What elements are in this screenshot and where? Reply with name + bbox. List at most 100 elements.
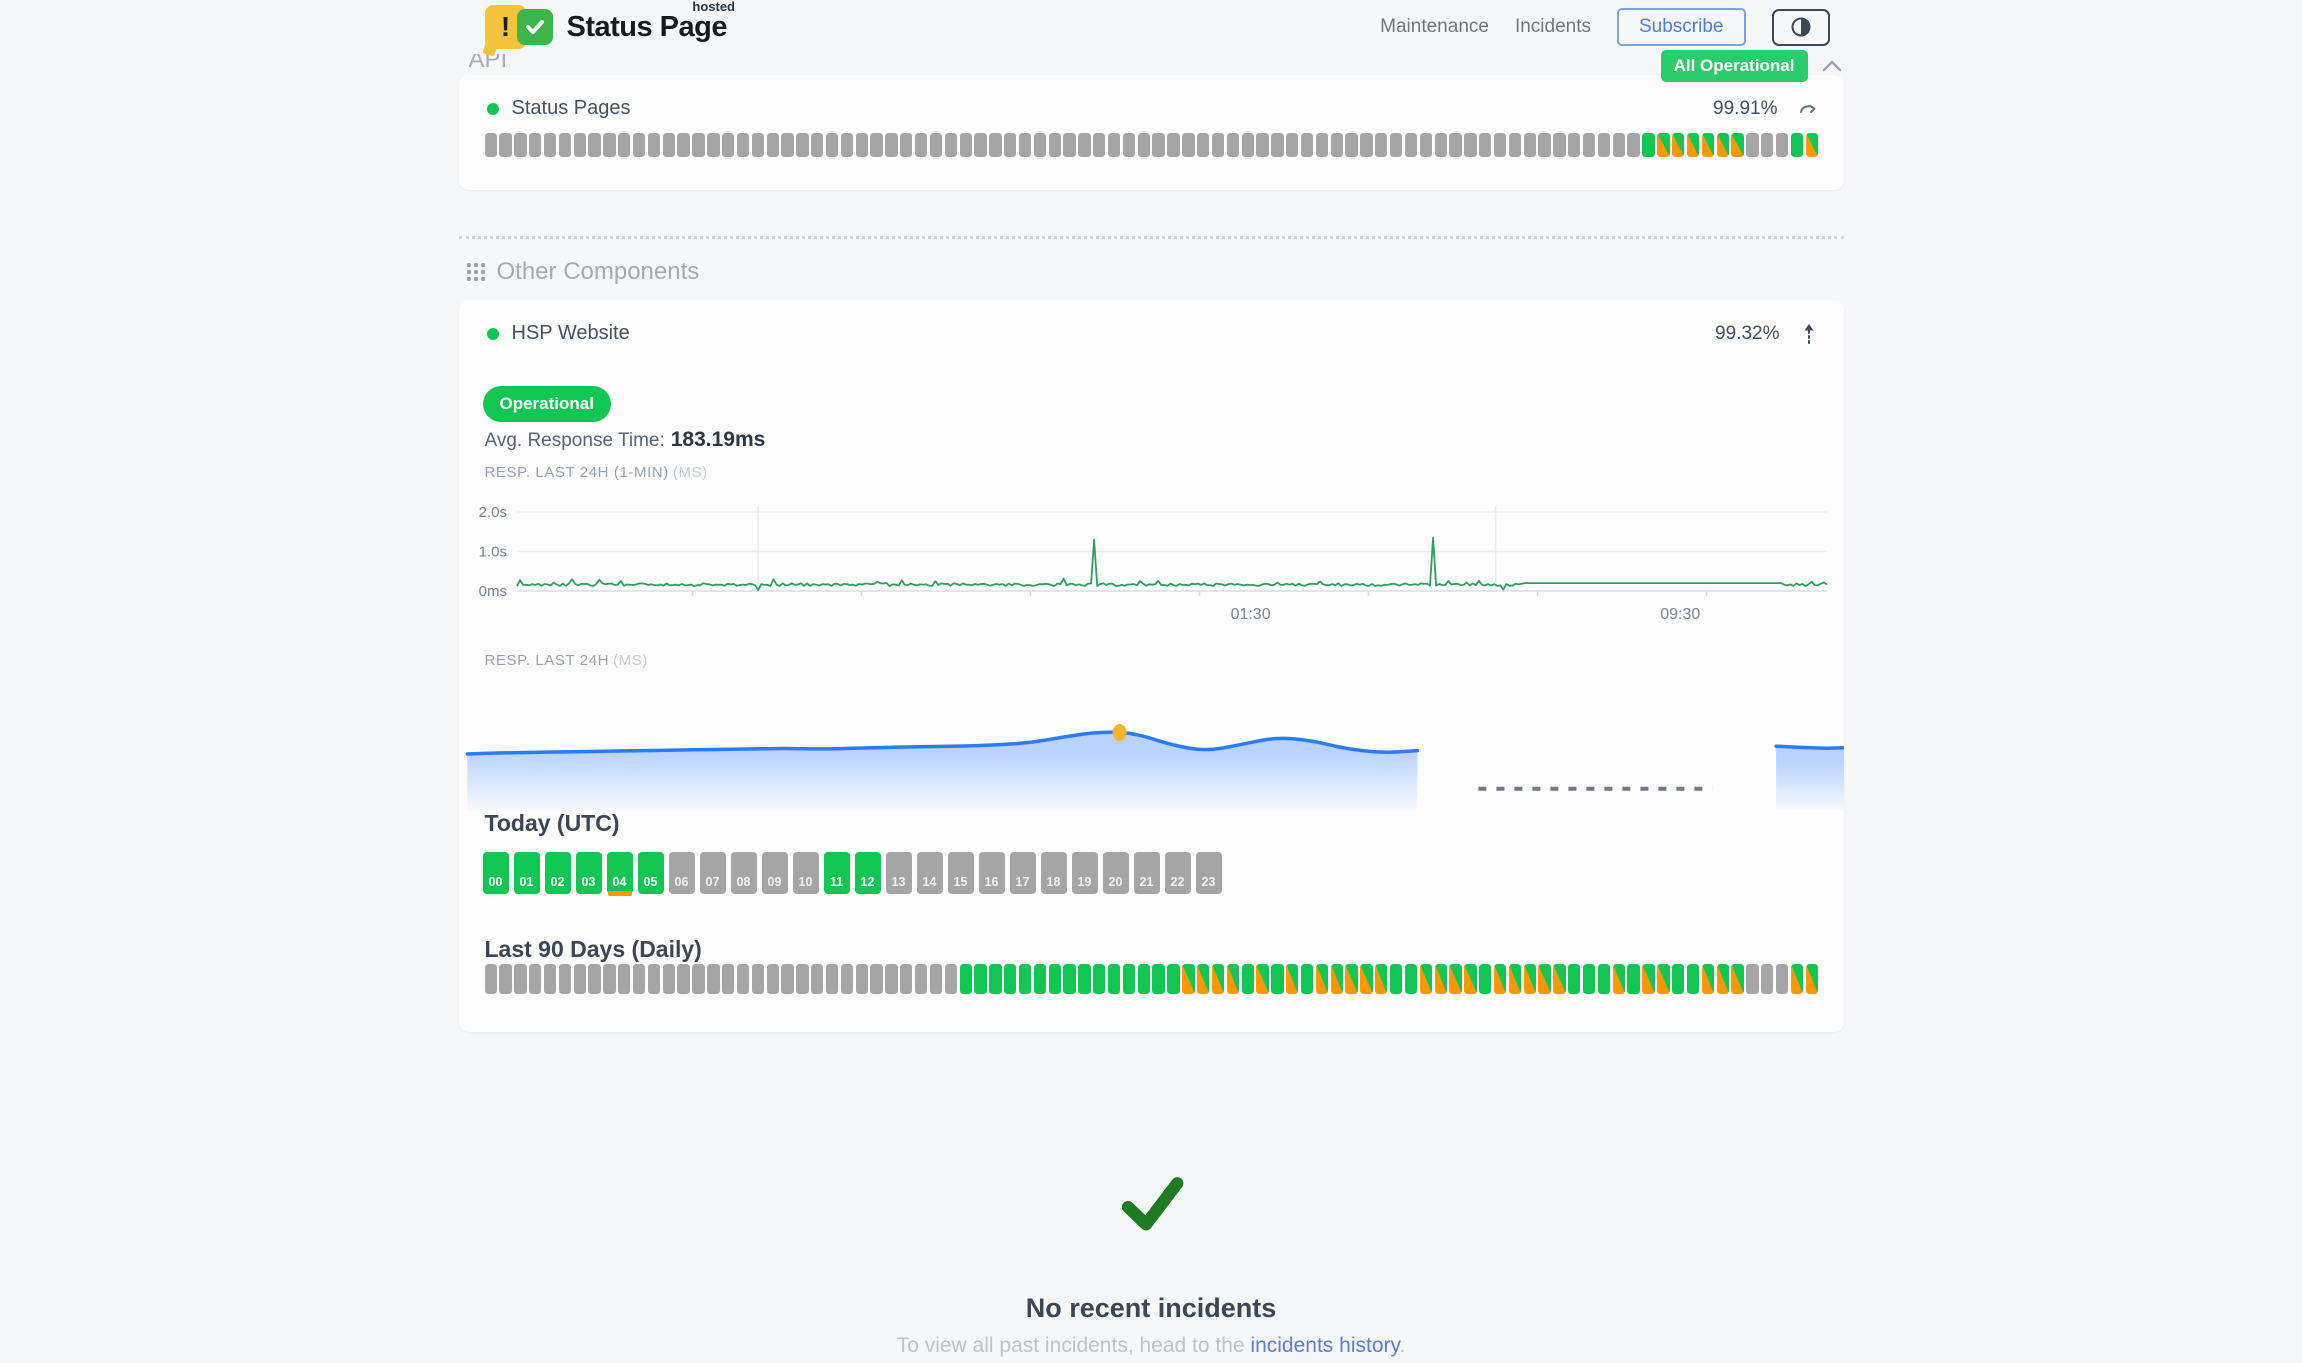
response-time-1min-chart: 2.0s 1.0s 0ms 01:30 09:30 xyxy=(459,496,1844,626)
uptime-bar xyxy=(543,133,557,157)
uptime-bar xyxy=(1419,964,1432,994)
svg-text:0ms: 0ms xyxy=(478,583,506,600)
uptime-bar xyxy=(1048,133,1061,157)
uptime-bar xyxy=(974,964,987,994)
uptime-bar xyxy=(529,133,542,157)
logo-exclamation: ! xyxy=(500,11,511,42)
avg-response-time: Avg. Response Time: 183.19ms xyxy=(485,428,766,452)
uptime-bar xyxy=(1449,964,1462,994)
uptime-bar xyxy=(1642,964,1655,994)
nav-maintenance[interactable]: Maintenance xyxy=(1380,16,1489,37)
uptime-bar xyxy=(529,964,542,994)
uptime-bar xyxy=(1582,133,1596,157)
uptime-bar xyxy=(1182,964,1195,994)
avg-response-label: Avg. Response Time: xyxy=(484,430,665,451)
hsp-website-card: HSP Website 99.32% Operational Avg. Resp… xyxy=(458,300,1844,1032)
uptime-bar xyxy=(959,133,972,157)
uptime-bar xyxy=(1612,133,1625,157)
uptime-bar xyxy=(1226,964,1240,994)
brand-logo[interactable]: ! Status Page hosted xyxy=(484,0,735,49)
hour-block-13: 13 xyxy=(885,852,912,894)
chart-marker-dot xyxy=(1112,724,1127,742)
hour-block-16: 16 xyxy=(978,852,1005,894)
uptime-bar xyxy=(632,964,646,994)
no-incidents-section: No recent incidents To view all past inc… xyxy=(459,1162,1844,1358)
uptime-bar xyxy=(1701,133,1715,157)
uptime-bar xyxy=(1345,964,1358,994)
uptime-bar xyxy=(1271,964,1284,994)
uptime-bar xyxy=(677,964,690,994)
avg-response-value: 183.19ms xyxy=(670,428,766,451)
hour-block-03: 03 xyxy=(575,852,602,894)
uptime-bar xyxy=(1731,133,1744,157)
uptime-bar xyxy=(914,133,928,157)
uptime-bar xyxy=(1775,133,1789,157)
status-dot-operational xyxy=(486,102,499,115)
uptime-bar xyxy=(885,133,898,157)
today-hour-blocks: 00 01 02 03 04 05 06 07 08 09 10 11 12 13 14 15 16 17 18 19… xyxy=(482,852,1222,896)
uptime-bar xyxy=(1404,964,1418,994)
uptime-bar xyxy=(944,133,957,157)
uptime-bar xyxy=(484,133,497,157)
dashed-separator xyxy=(458,236,1844,239)
uptime-bar xyxy=(1241,133,1254,157)
component-name: Status Pages xyxy=(511,97,631,119)
uptime-bar xyxy=(662,964,675,994)
uptime-bar xyxy=(1360,964,1373,994)
section-title-other-components: Other Components xyxy=(496,258,700,285)
uptime-bar xyxy=(870,133,883,157)
uptime-bar xyxy=(914,964,928,994)
hour-block-15: 15 xyxy=(947,852,974,894)
hour-block-23: 23 xyxy=(1195,852,1222,894)
uptime-bar xyxy=(840,964,854,994)
uptime-bar xyxy=(1642,133,1655,157)
uptime-bar xyxy=(588,133,601,157)
uptime-bar xyxy=(781,964,794,994)
uptime-bar xyxy=(1627,133,1640,157)
uptime-bar xyxy=(1004,964,1017,994)
uptime-bar xyxy=(1775,964,1789,994)
uptime-bar xyxy=(1672,964,1685,994)
uptime-bar xyxy=(499,133,512,157)
subscribe-button[interactable]: Subscribe xyxy=(1617,8,1746,46)
brand-superscript: hosted xyxy=(692,0,735,14)
uptime-bar xyxy=(811,964,824,994)
uptime-bar xyxy=(1568,964,1581,994)
refresh-icon[interactable] xyxy=(1798,100,1818,118)
uptime-bar xyxy=(1286,133,1299,157)
theme-toggle-button[interactable] xyxy=(1771,8,1830,46)
uptime-bar xyxy=(1523,964,1536,994)
uptime-bar xyxy=(618,964,631,994)
uptime-bar xyxy=(1256,964,1269,994)
uptime-bar xyxy=(1093,964,1106,994)
uptime-bar xyxy=(692,133,705,157)
uptime-bar xyxy=(558,964,572,994)
hour-block-17: 17 xyxy=(1009,852,1036,894)
uptime-bar xyxy=(647,133,661,157)
hour-block-04: 04 xyxy=(606,852,633,896)
uptime-bar xyxy=(1122,964,1136,994)
uptime-bar xyxy=(1731,964,1744,994)
svg-text:01:30: 01:30 xyxy=(1230,606,1270,623)
uptime-bar xyxy=(1449,133,1462,157)
uptime-bar xyxy=(1211,133,1225,157)
nav-incidents[interactable]: Incidents xyxy=(1514,16,1591,37)
uptime-bar xyxy=(1063,133,1076,157)
uptime-bar xyxy=(1033,133,1047,157)
incidents-history-link[interactable]: incidents history xyxy=(1250,1334,1400,1357)
uptime-bar xyxy=(1093,133,1106,157)
no-incidents-title: No recent incidents xyxy=(1025,1293,1277,1323)
uptime-bar xyxy=(840,133,854,157)
chevron-up-icon[interactable] xyxy=(1822,60,1842,72)
uptime-bar xyxy=(1404,133,1418,157)
uptime-bar xyxy=(1300,133,1314,157)
hour-block-11: 11 xyxy=(823,852,850,894)
uptime-bar xyxy=(796,133,809,157)
uptime-bar xyxy=(1627,964,1640,994)
uptime-bar xyxy=(766,133,779,157)
uptime-bar xyxy=(900,133,913,157)
uptime-bar xyxy=(1018,133,1032,157)
uptime-bar xyxy=(989,133,1002,157)
uptime-bar xyxy=(1434,964,1447,994)
uptime-bar xyxy=(647,964,661,994)
